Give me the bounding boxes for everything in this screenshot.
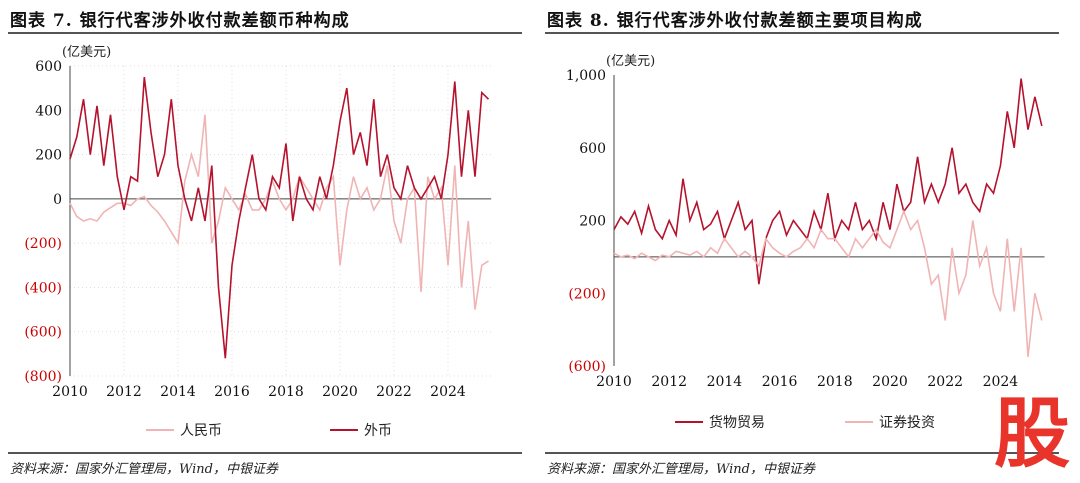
title-rule — [545, 32, 1059, 34]
y-tick-label: 600 — [579, 141, 606, 157]
series-line-1 — [69, 77, 490, 359]
series-line-0 — [69, 114, 489, 310]
x-tick-label: 2018 — [817, 374, 853, 390]
y-tick-label: (400) — [24, 280, 62, 296]
legend-label: 证券投资 — [879, 415, 935, 431]
watermark-logo: 股 — [994, 389, 1070, 478]
chart-title: 图表 8. 银行代客涉外收付款差额主要项目构成 — [547, 11, 923, 31]
chart-title: 图表 7. 银行代客涉外收付款差额币种构成 — [10, 11, 350, 31]
y-tick-label: 600 — [35, 59, 62, 75]
x-tick-label: 2024 — [983, 374, 1019, 390]
x-tick-label: 2020 — [872, 374, 908, 390]
x-tick-label: 2022 — [376, 384, 412, 400]
y-tick-label: (600) — [24, 325, 62, 341]
y-tick-label: 200 — [579, 214, 606, 230]
chart-panel-items: 图表 8. 银行代客涉外收付款差额主要项目构成 (亿美元) 1,000 600 200… — [545, 0, 1067, 483]
source-note: 资料来源：国家外汇管理局，Wind，中银证券 — [10, 462, 278, 477]
source-note: 资料来源：国家外汇管理局，Wind，中银证券 — [547, 462, 815, 477]
y-tick-label: (600) — [568, 359, 606, 375]
source-rule — [8, 452, 522, 454]
x-tick-label: 2014 — [707, 374, 743, 390]
x-tick-label: 2016 — [762, 374, 798, 390]
y-tick-label: (200) — [24, 236, 62, 252]
unit-label: (亿美元) — [606, 54, 655, 69]
series-line-1 — [613, 209, 1043, 357]
title-rule — [8, 32, 522, 34]
x-tick-label: 2012 — [106, 384, 142, 400]
y-tick-label: (800) — [24, 369, 62, 385]
x-tick-label: 2014 — [160, 384, 196, 400]
y-tick-label: (200) — [568, 286, 606, 302]
unit-label: (亿美元) — [62, 45, 111, 60]
source-rule — [545, 452, 1059, 454]
x-tick-label: 2016 — [214, 384, 250, 400]
chart-plot: (亿美元)600 400 200 0 (200) (400) (600) (800)2010 2… — [24, 45, 492, 439]
y-tick-label: 400 — [35, 103, 62, 119]
legend-label: 货物贸易 — [709, 414, 765, 431]
legend-label: 人民币 — [180, 423, 222, 439]
series-line-0 — [613, 78, 1043, 285]
x-tick-label: 2012 — [651, 374, 687, 390]
chart-panel-currency: 图表 7. 银行代客涉外收付款差额币种构成 (亿美元) 600 400 200 0 (20… — [8, 0, 530, 483]
x-tick-label: 2018 — [268, 384, 304, 400]
y-tick-label: 0 — [53, 192, 62, 208]
y-tick-label: 200 — [35, 148, 62, 164]
legend-label: 外币 — [364, 423, 392, 439]
x-tick-label: 2022 — [927, 374, 963, 390]
x-tick-label: 2020 — [322, 384, 358, 400]
y-tick-label: 1,000 — [566, 68, 606, 84]
x-tick-label: 2010 — [52, 384, 88, 400]
x-tick-label: 2010 — [596, 374, 632, 390]
x-tick-label: 2024 — [430, 384, 466, 400]
chart-plot: (亿美元)1,000 600 200 (200) (600)2010 2012 2014 20… — [566, 54, 1045, 431]
